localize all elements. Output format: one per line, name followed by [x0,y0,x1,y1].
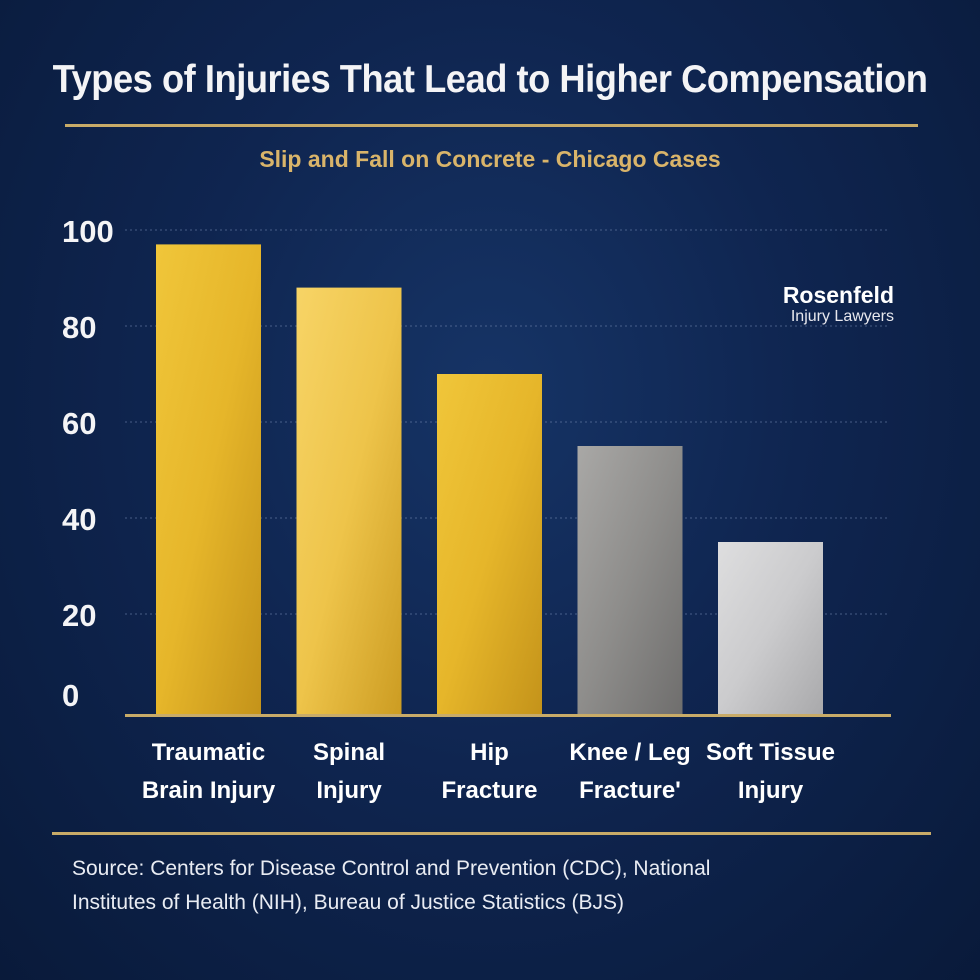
bar-2 [437,374,542,714]
chart-subtitle: Slip and Fall on Concrete - Chicago Case… [259,146,721,172]
x-tick-label: Hip [470,739,509,766]
title-divider [65,124,918,127]
logo-tagline: Injury Lawyers [790,308,894,325]
bar-0 [156,244,261,714]
logo-name: Rosenfeld [782,282,894,308]
source-note: Source: Centers for Disease Control and … [72,852,872,920]
x-tick-label: Soft Tissue [706,739,835,766]
x-tick-label: Brain Injury [142,777,276,804]
bar-3 [577,446,683,714]
brand-logo: Rosenfeld Injury Lawyers [783,282,894,326]
y-tick-label: 0 [62,678,79,713]
bottom-divider [52,832,931,835]
x-tick-label: Spinal [313,739,385,766]
y-tick-label: 20 [62,598,96,633]
bar-1 [296,287,402,714]
x-tick-label: Injury [738,777,804,804]
source-line-2: Institutes of Health (NIH), Bureau of Ju… [72,891,625,914]
source-line-1: Source: Centers for Disease Control and … [72,857,711,880]
y-tick-label: 40 [62,502,96,537]
bar-4 [718,542,823,714]
y-tick-label: 60 [62,406,96,441]
x-tick-label: Traumatic [152,739,265,766]
page-title: Types of Injuries That Lead to Higher Co… [52,58,928,101]
x-tick-label: Knee / Leg [569,739,690,766]
x-tick-label: Fracture' [579,777,681,804]
y-tick-label: 80 [62,310,96,345]
y-tick-label: 100 [62,214,114,249]
x-tick-label: Fracture [441,777,537,804]
x-tick-label: Injury [316,777,382,804]
axis-baseline [125,714,891,717]
